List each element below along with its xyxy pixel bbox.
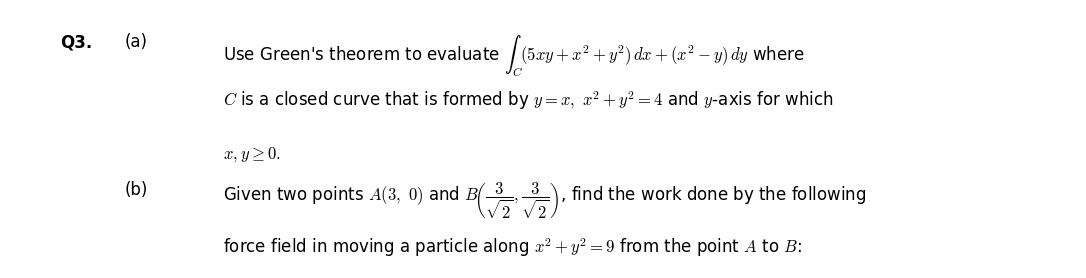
Text: $C$ is a closed curve that is formed by $y = x,\ x^2 + y^2 = 4$ and $y$-axis for: $C$ is a closed curve that is formed by … <box>223 89 833 112</box>
Text: Use Green's theorem to evaluate $\int_C (5xy + x^2 + y^2)\,dx + (x^2 - y)\,dy$ w: Use Green's theorem to evaluate $\int_C … <box>223 33 805 79</box>
Text: (a): (a) <box>125 33 148 51</box>
Text: force field in moving a particle along $x^2 + y^2 = 9$ from the point $A$ to $B$: force field in moving a particle along $… <box>223 236 801 259</box>
Text: (b): (b) <box>125 181 149 199</box>
Text: Given two points $A(3,\ 0)$ and $B\!\left(\dfrac{3}{\sqrt{2}},\dfrac{3}{\sqrt{2}: Given two points $A(3,\ 0)$ and $B\!\lef… <box>223 181 866 221</box>
Text: Q3.: Q3. <box>60 33 92 51</box>
Text: $x, y \geq 0.$: $x, y \geq 0.$ <box>223 145 280 163</box>
